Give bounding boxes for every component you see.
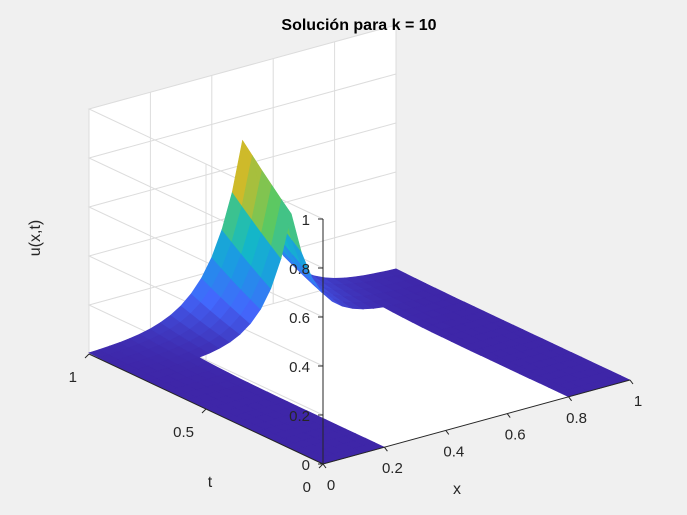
surface [88, 139, 631, 465]
x-tick [445, 430, 450, 435]
x-tick-label: 0 [327, 477, 335, 494]
t-axis-label: t [208, 474, 213, 491]
x-tick [568, 396, 572, 402]
u-axis-label: u(x,t) [27, 220, 44, 256]
x-tick-label: 0.4 [443, 443, 464, 460]
t-tick-label: 1 [69, 369, 77, 386]
u-tick-label: 0 [302, 457, 310, 474]
x-tick [383, 446, 388, 452]
axes-panes [89, 25, 630, 464]
x-axis-line [322, 379, 631, 465]
x-axis-label: x [453, 481, 461, 498]
t-tick [201, 408, 207, 414]
x-tick [506, 413, 511, 418]
u-tick-label: 0.4 [289, 359, 310, 376]
x-tick-label: 0.8 [566, 410, 587, 427]
u-tick-label: 0.8 [289, 261, 310, 278]
u-tick-label: 0.2 [289, 408, 310, 425]
tick-labels: 0 0.2 0.4 0.6 0.8 1 0 0.5 1 0 0.2 0.4 0.6 0.8 1 [69, 212, 643, 496]
t-tick-label: 0.5 [173, 424, 194, 441]
u-tick-label: 0.6 [289, 310, 310, 327]
chart-title: Solución para k = 10 [281, 17, 436, 34]
u-tick-label: 1 [302, 212, 310, 229]
x-tick-label: 0.6 [505, 427, 526, 444]
t-tick-label: 0 [303, 479, 311, 496]
x-tick [629, 379, 634, 385]
x-tick-label: 0.2 [382, 460, 403, 477]
x-tick-label: 1 [634, 393, 642, 410]
x-tick [322, 463, 327, 469]
t-tick [318, 463, 324, 469]
t-tick [84, 353, 90, 359]
